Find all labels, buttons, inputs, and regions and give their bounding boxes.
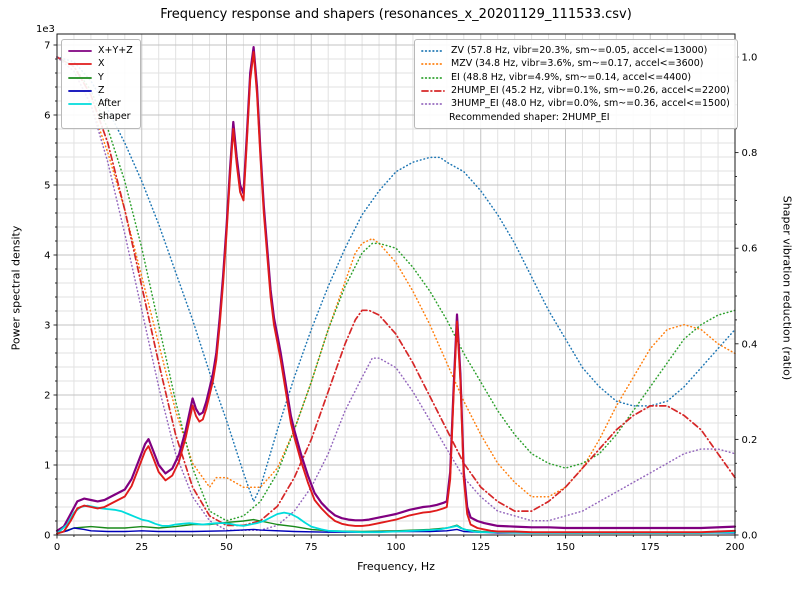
y-axis-label-right: Shaper vibration reduction (ratio)	[780, 195, 794, 381]
y-axis-offset-label: 1e3	[36, 24, 55, 35]
x-tick-label: 175	[641, 542, 660, 553]
legend-line-sample-z	[68, 90, 92, 92]
legend-line-sample-x	[68, 63, 92, 66]
x-tick-label: 50	[220, 542, 233, 553]
legend-label-y: Y	[98, 71, 104, 83]
legend-psd: X+Y+Z X Y Z After shaper	[61, 39, 141, 130]
legend-line-sample-2HUMP_EI	[421, 90, 445, 92]
recommended-shaper-note: Recommended shaper: 2HUMP_EI	[449, 111, 610, 123]
y-left-tick-label: 4	[44, 251, 50, 262]
legend-item-after_shaper: After shaper	[68, 98, 133, 123]
legend-label-MZV: MZV (34.8 Hz, vibr=3.6%, sm~=0.17, accel…	[451, 58, 704, 70]
legend-shapers: ZV (57.8 Hz, vibr=20.3%, sm~=0.05, accel…	[414, 39, 738, 130]
curve-ZV	[56, 56, 736, 503]
y-left-tick-label: 3	[44, 321, 50, 332]
x-tick-label: 200	[725, 542, 744, 553]
y-right-tick-label: 0.2	[742, 435, 758, 446]
y-right-tick-label: 0.0	[742, 531, 758, 542]
legend-label-xyz: X+Y+Z	[98, 45, 133, 56]
legend-line-sample-3HUMP_EI	[421, 103, 445, 106]
curve-x	[56, 51, 736, 535]
legend-line-sample-EI	[421, 76, 445, 79]
y-axis-label-left: Power spectral density	[9, 225, 23, 351]
legend-label-3HUMP_EI: 3HUMP_EI (48.0 Hz, vibr=0.0%, sm~=0.36, …	[451, 98, 730, 110]
y-left-tick-label: 7	[44, 41, 50, 52]
x-tick-label: 125	[471, 542, 490, 553]
x-tick-label: 75	[305, 542, 318, 553]
legend-label-z: Z	[98, 85, 105, 97]
x-tick-label: 0	[54, 542, 60, 553]
legend-label-EI: EI (48.8 Hz, vibr=4.9%, sm~=0.14, accel<…	[451, 71, 692, 83]
legend-line-sample-MZV	[421, 63, 445, 66]
legend-item-ZV: ZV (57.8 Hz, vibr=20.3%, sm~=0.05, accel…	[421, 45, 730, 57]
legend-item-3HUMP_EI: 3HUMP_EI (48.0 Hz, vibr=0.0%, sm~=0.36, …	[421, 98, 730, 110]
y-right-tick-label: 0.6	[742, 244, 758, 255]
legend-label-ZV: ZV (57.8 Hz, vibr=20.3%, sm~=0.05, accel…	[451, 45, 708, 56]
legend-line-sample-ZV	[421, 50, 445, 52]
legend-label-2HUMP_EI: 2HUMP_EI (45.2 Hz, vibr=0.1%, sm~=0.26, …	[451, 85, 730, 97]
curve-EI	[56, 56, 736, 522]
x-tick-label: 100	[386, 542, 405, 553]
curve-after_shaper	[56, 504, 736, 535]
legend-item-MZV: MZV (34.8 Hz, vibr=3.6%, sm~=0.17, accel…	[421, 58, 730, 70]
y-left-tick-label: 0	[44, 531, 50, 542]
legend-item-2HUMP_EI: 2HUMP_EI (45.2 Hz, vibr=0.1%, sm~=0.26, …	[421, 85, 730, 97]
x-axis-label: Frequency, Hz	[357, 560, 435, 573]
legend-item-y: Y	[68, 72, 133, 84]
y-right-tick-label: 0.4	[742, 339, 758, 350]
y-left-tick-label: 6	[44, 111, 50, 122]
legend-item-EI: EI (48.8 Hz, vibr=4.9%, sm~=0.14, accel<…	[421, 72, 730, 84]
y-right-tick-label: 0.8	[742, 148, 758, 159]
legend-line-sample-y	[68, 76, 92, 79]
legend-label-x: X	[98, 58, 105, 70]
y-left-tick-label: 1	[44, 461, 50, 472]
legend-line-sample-xyz	[68, 50, 92, 52]
x-tick-label: 25	[135, 542, 148, 553]
legend-item-xyz: X+Y+Z	[68, 45, 133, 57]
curve-3HUMP_EI	[56, 56, 736, 531]
y-left-tick-label: 2	[44, 391, 50, 402]
y-right-tick-label: 1.0	[742, 53, 758, 64]
legend-label-after_shaper: After shaper	[98, 98, 131, 122]
curve-2HUMP_EI	[56, 56, 736, 527]
y-left-tick-label: 5	[44, 181, 50, 192]
x-tick-label: 150	[556, 542, 575, 553]
legend-line-sample-after_shaper	[68, 103, 92, 106]
chart-title: Frequency response and shapers (resonanc…	[160, 7, 632, 22]
legend-item-z: Z	[68, 85, 133, 97]
legend-item-x: X	[68, 58, 133, 70]
